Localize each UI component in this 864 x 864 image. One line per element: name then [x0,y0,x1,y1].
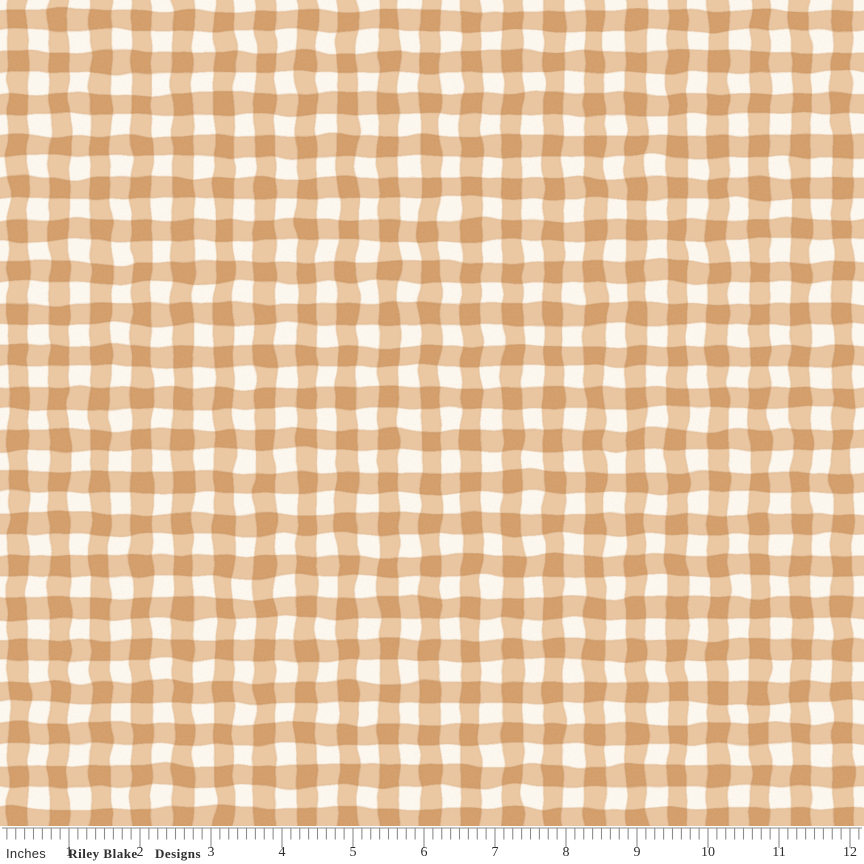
ruler-inch-number: 5 [349,845,357,860]
ruler-inch-number: 4 [278,845,286,860]
ruler-inch-number: 10 [701,845,715,860]
ruler-brand-riley-blake: Riley Blake [68,846,138,861]
watercolor-grain-overlay [0,0,864,826]
ruler-inch-number: 11 [772,845,786,860]
gingham-pattern-graphic [0,0,864,826]
ruler-unit-label: Inches [6,846,47,861]
ruler-inch-number: 3 [207,845,215,860]
ruler-inch-number: 7 [491,845,499,860]
ruler-scale-bar: Inches Riley Blake Designs 1 2 3 4 5 6 7 8 9 10 11… [0,826,864,864]
ruler-inch-number: 2 [136,845,144,860]
ruler-inch-number: 9 [633,845,641,860]
ruler-brand-designs: Designs [154,846,202,861]
ruler-inch-number: 12 [843,845,857,860]
ruler-inch-number: 1 [65,845,73,860]
ruler-inch-number: 8 [562,845,570,860]
ruler-ticks-graphic [2,827,862,848]
ruler-inch-number: 6 [420,845,428,860]
fabric-pattern-area [0,0,864,826]
